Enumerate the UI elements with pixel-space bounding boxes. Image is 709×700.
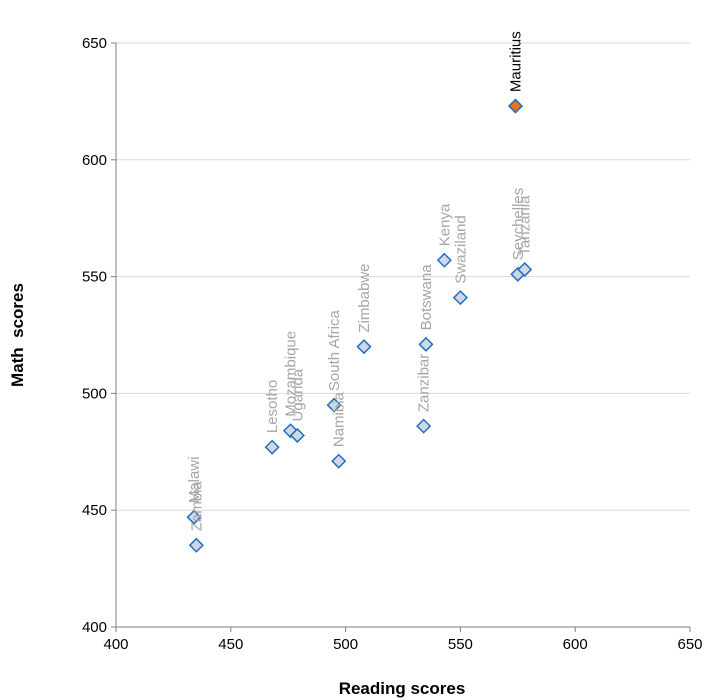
point-label-uganda: Uganda [289, 368, 306, 421]
gridlines [116, 42, 690, 511]
y-axis-title: Math scores [8, 283, 27, 387]
point-malawi [186, 509, 202, 525]
point-zimbabwe [356, 339, 372, 355]
x-tick-labels: 400 450 500 550 600 650 [103, 636, 702, 653]
y-tick-label-500: 500 [82, 385, 107, 402]
point-label-kenya: Kenya [436, 203, 453, 246]
point-mauritius [507, 98, 524, 114]
point-label-namibia: Namibia [331, 391, 348, 447]
point-tanzania [517, 262, 533, 278]
point-kenya [436, 252, 452, 268]
point-label-zambia: Zambia [188, 481, 205, 532]
point-lesotho [264, 439, 280, 455]
x-tick-label-500: 500 [333, 636, 358, 653]
x-axis-title: Reading scores [339, 679, 466, 698]
y-tick-label-400: 400 [82, 619, 107, 636]
point-south-africa [326, 397, 342, 413]
point-label-zimbabwe: Zimbabwe [356, 263, 373, 332]
point-label-lesotho: Lesotho [264, 380, 281, 433]
point-label-south-africa: South Africa [326, 310, 343, 392]
point-zanzibar [416, 418, 432, 434]
point-label-tanzania: Tanzania [517, 195, 534, 256]
point-swaziland [452, 290, 468, 306]
x-tick-label-550: 550 [448, 636, 473, 653]
y-tick-label-450: 450 [82, 502, 107, 519]
point-label-malawi: Malawi [186, 457, 203, 504]
x-tick-label-650: 650 [677, 636, 702, 653]
point-zambia [188, 537, 204, 553]
point-botswana [418, 336, 434, 352]
data-points [186, 98, 533, 553]
y-tick-label-600: 600 [82, 152, 107, 169]
point-namibia [331, 453, 347, 469]
x-tick-label-450: 450 [218, 636, 243, 653]
x-tick-label-400: 400 [103, 636, 128, 653]
point-label-mauritius: Mauritius [508, 31, 525, 92]
point-label-mozambique: Mozambique [282, 331, 299, 417]
point-label-swaziland: Swaziland [452, 215, 469, 283]
axes [111, 42, 691, 632]
point-uganda [289, 427, 305, 444]
point-label-botswana: Botswana [418, 264, 435, 331]
x-tick-label-600: 600 [563, 636, 588, 653]
y-tick-labels: 400 450 500 550 600 650 [82, 35, 107, 636]
y-tick-label-550: 550 [82, 269, 107, 286]
point-label-zanzibar: Zanzibar [416, 354, 433, 412]
y-tick-label-650: 650 [82, 35, 107, 52]
point-label-seychelles: Seychelles [510, 188, 527, 261]
